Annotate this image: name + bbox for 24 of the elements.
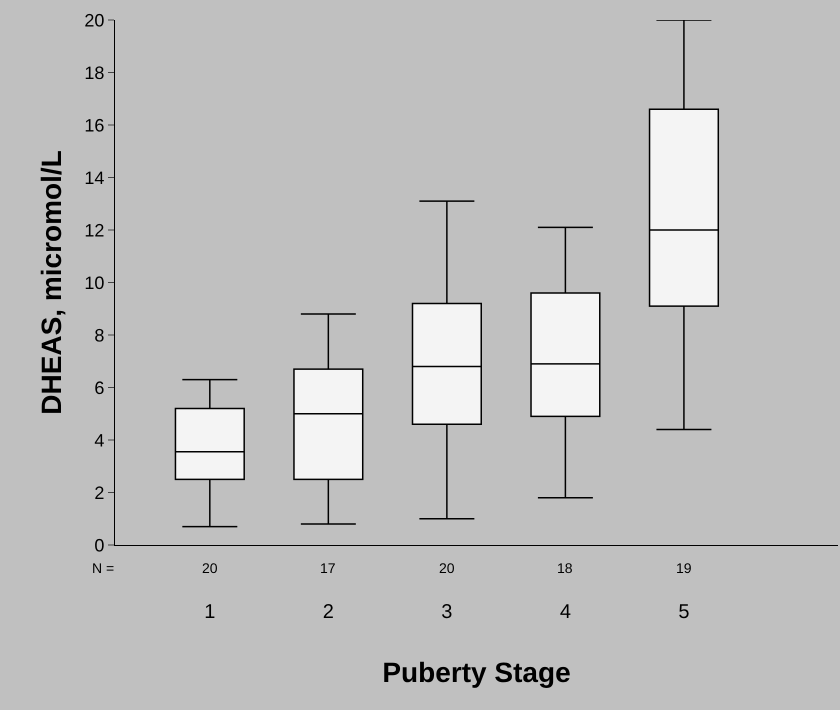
y-tick-label: 4 xyxy=(94,430,104,450)
x-axis-title: Puberty Stage xyxy=(382,657,571,688)
x-tick-label: 4 xyxy=(560,601,571,623)
text: N = xyxy=(92,560,114,576)
y-tick-label: 2 xyxy=(94,482,104,503)
text: 19 xyxy=(676,560,692,576)
y-tick-label: 0 xyxy=(94,535,104,556)
text: 20 xyxy=(439,560,455,576)
y-tick-label: 8 xyxy=(94,325,104,346)
y-tick-label: 10 xyxy=(84,272,104,293)
y-tick-label: 16 xyxy=(84,115,104,136)
y-tick-label: 6 xyxy=(94,378,104,398)
x-tick-label: 3 xyxy=(441,601,452,623)
y-tick-label: 20 xyxy=(84,10,104,30)
y-tick-label: 12 xyxy=(84,220,104,240)
text: 18 xyxy=(557,560,573,576)
y-axis-title: DHEAS, micromol/L xyxy=(36,150,68,415)
x-tick-label: 5 xyxy=(678,601,690,623)
x-tick-label: 1 xyxy=(204,601,216,623)
text: 20 xyxy=(202,560,218,576)
text: 17 xyxy=(320,560,336,576)
y-tick-label: 18 xyxy=(84,62,104,83)
x-tick-label: 2 xyxy=(322,601,334,623)
y-tick-label: 14 xyxy=(84,168,104,188)
